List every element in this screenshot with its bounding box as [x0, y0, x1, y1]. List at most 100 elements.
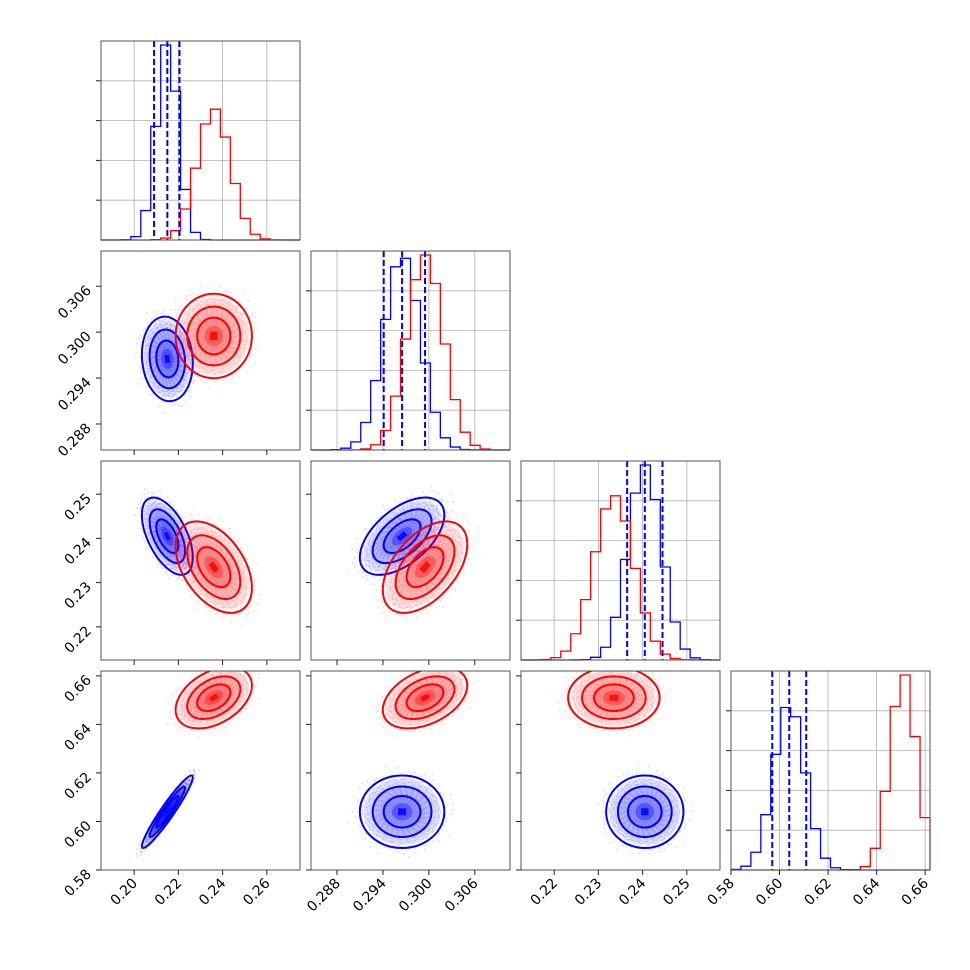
histogram-series-1	[311, 254, 511, 451]
contour-line	[581, 675, 647, 721]
contour-line	[405, 546, 445, 589]
contour-line	[186, 675, 242, 721]
contour-line	[592, 683, 635, 713]
histogram-series-0	[730, 706, 930, 871]
panel-frame	[520, 670, 721, 871]
contour-line	[382, 794, 422, 829]
density-panel-3-2	[516, 670, 721, 875]
x-tick-label: 0.24	[616, 875, 649, 908]
y-tick-label: 0.64	[61, 721, 94, 754]
panel-frame	[310, 670, 511, 871]
x-tick-label: 0.23	[572, 876, 605, 909]
contour-line	[140, 774, 194, 850]
histogram-series-1	[101, 108, 301, 241]
hist-panel-0	[96, 40, 301, 241]
x-tick-label: 0.24	[196, 875, 229, 908]
x-tick-label: 0.62	[802, 876, 835, 909]
x-tick-label: 0.306	[442, 875, 482, 915]
y-tick-label: 0.288	[55, 420, 95, 460]
contour-line	[358, 496, 446, 576]
density-peak	[208, 561, 219, 573]
density-panel-2-1	[306, 460, 511, 665]
contour-line	[616, 785, 673, 838]
contour-line	[371, 508, 433, 565]
x-tick-label: 0.20	[108, 876, 141, 909]
contour-line	[627, 794, 663, 829]
density-series-0	[596, 763, 694, 855]
contour-line	[196, 316, 232, 356]
x-tick-label: 0.26	[240, 875, 273, 908]
density-peak	[164, 354, 171, 364]
panel-frame	[100, 460, 301, 661]
density-series-0	[347, 765, 454, 858]
histogram-series-0	[521, 464, 721, 661]
density-series-0	[135, 768, 200, 858]
y-tick-label: 0.25	[61, 491, 94, 524]
panel-frame	[100, 40, 301, 241]
density-series-1	[163, 507, 261, 628]
contour-line	[381, 671, 469, 730]
contour-line	[371, 785, 433, 838]
contour-line	[394, 534, 456, 600]
contour-line	[148, 785, 187, 838]
hist-panel-3	[726, 670, 931, 871]
panel-frame	[730, 670, 931, 871]
density-peak	[641, 808, 649, 816]
contour-line	[405, 683, 445, 713]
contour-line	[174, 292, 253, 380]
y-tick-label: 0.306	[55, 283, 95, 323]
y-tick-label: 0.60	[61, 818, 94, 851]
density-panel-1-0	[96, 250, 301, 455]
x-tick-label: 0.64	[850, 875, 883, 908]
contour-line	[155, 339, 180, 379]
contour-line	[394, 675, 456, 721]
contour-line	[196, 546, 232, 589]
density-peak	[209, 693, 219, 702]
y-tick-label: 0.58	[61, 867, 94, 900]
contour-line	[567, 671, 661, 730]
contour-line	[382, 518, 422, 554]
y-tick-label: 0.66	[61, 672, 94, 705]
contour-line	[140, 496, 194, 576]
density-series-1	[558, 671, 671, 737]
density-peak	[609, 694, 619, 701]
hist-panel-1	[306, 250, 511, 451]
density-peak	[420, 693, 431, 702]
density-peak	[419, 561, 431, 573]
x-tick-label: 0.22	[528, 876, 561, 909]
density-peak	[398, 808, 407, 816]
contour-line	[358, 774, 446, 850]
contour-line	[174, 520, 253, 614]
x-tick-label: 0.60	[753, 876, 786, 909]
x-tick-label: 0.294	[350, 875, 390, 915]
contour-line	[148, 328, 187, 390]
panel-frame	[310, 460, 511, 661]
density-panel-3-1	[306, 670, 511, 875]
density-peak	[210, 331, 218, 340]
y-tick-label: 0.23	[61, 579, 94, 612]
x-tick-label: 0.300	[396, 876, 436, 916]
x-tick-label: 0.22	[152, 876, 185, 909]
contour-line	[140, 315, 194, 403]
density-series-0	[134, 308, 201, 414]
panel-frame	[100, 670, 301, 871]
contour-line	[155, 794, 180, 829]
density-series-1	[164, 283, 259, 393]
x-tick-label: 0.58	[704, 876, 737, 909]
density-peak	[164, 807, 171, 816]
contour-line	[186, 534, 242, 600]
y-tick-label: 0.294	[55, 375, 95, 415]
x-tick-label: 0.25	[660, 876, 693, 909]
y-tick-label: 0.24	[61, 535, 94, 568]
density-peak	[396, 531, 408, 542]
density-peak	[163, 531, 171, 541]
contour-line	[381, 520, 469, 614]
y-tick-label: 0.300	[55, 329, 95, 369]
panel-frame	[100, 250, 301, 451]
panel-frame	[310, 250, 511, 451]
hist-panel-2	[516, 460, 721, 661]
y-tick-label: 0.62	[61, 769, 94, 802]
contour-line	[196, 683, 232, 713]
contour-line	[186, 305, 242, 367]
